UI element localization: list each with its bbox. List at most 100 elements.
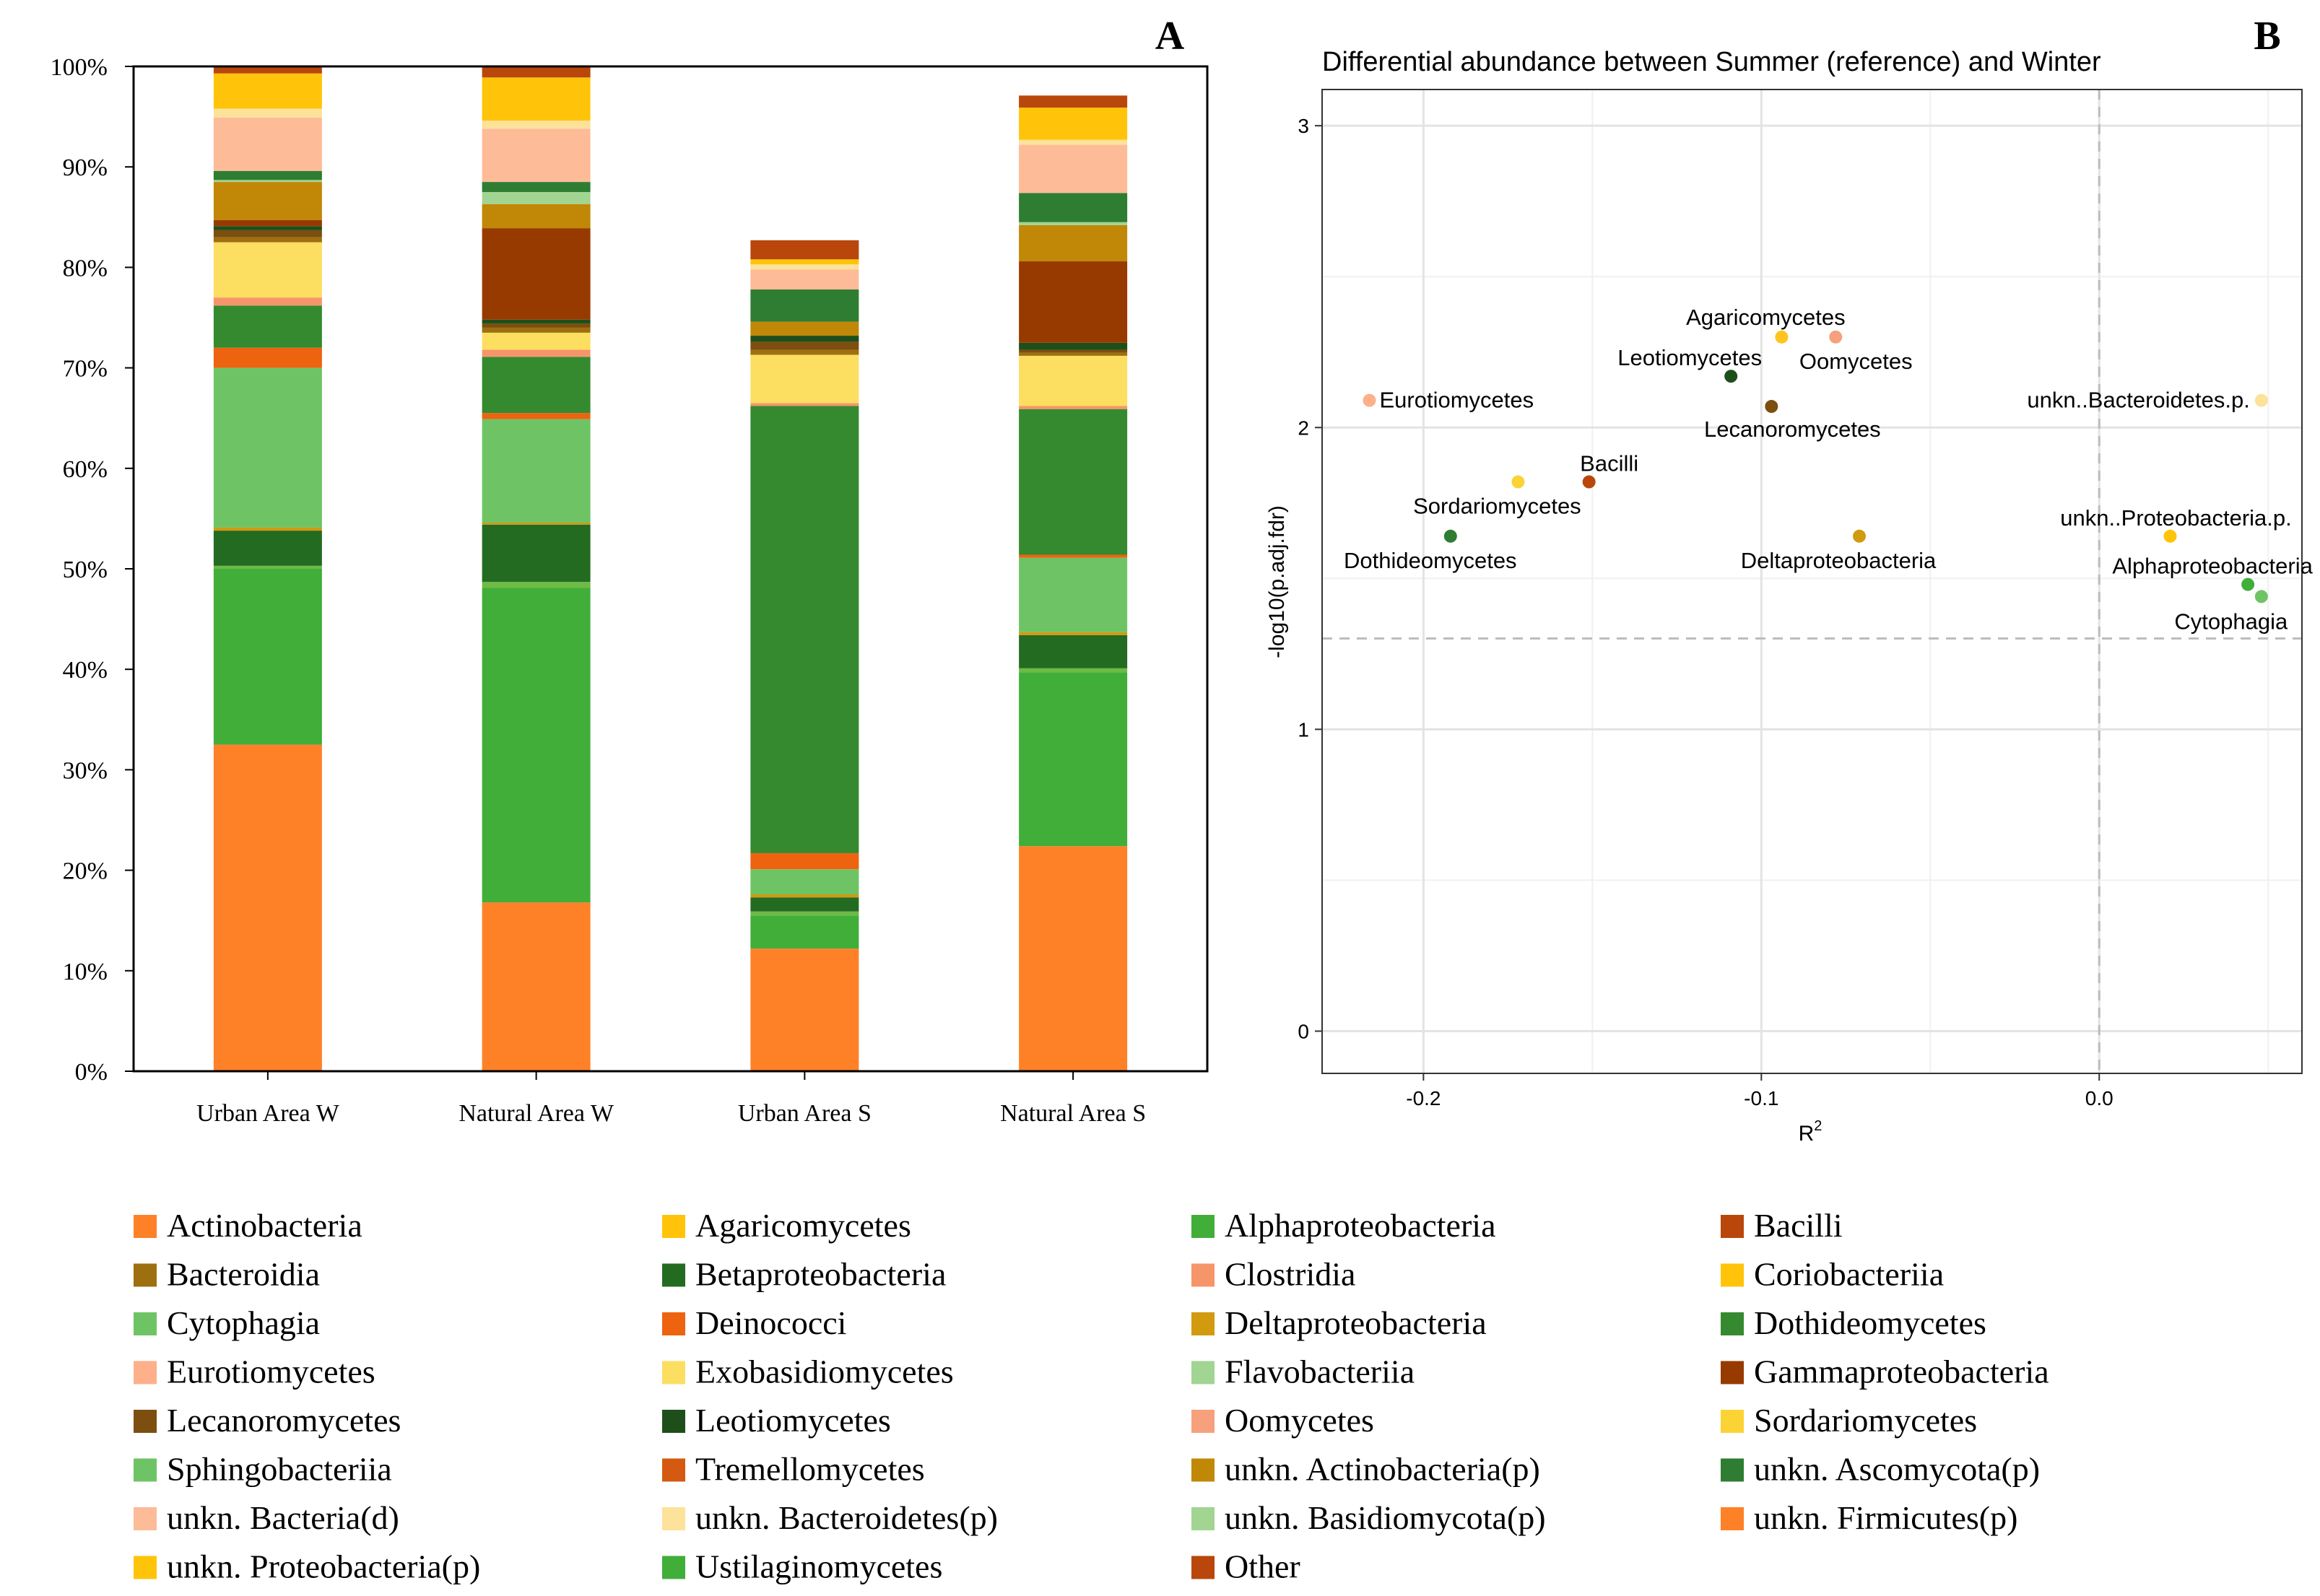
legend-swatch	[134, 1556, 157, 1579]
bar-segment	[1019, 672, 1128, 847]
legend-item-label: Oomycetes	[1225, 1402, 1374, 1439]
scatter-point	[2254, 590, 2268, 603]
panel-a-x-tick-label: Natural Area S	[1000, 1100, 1146, 1127]
bar-segment	[750, 915, 859, 949]
legend-item-label: Bacteroidia	[167, 1256, 320, 1293]
legend-item-label: Other	[1225, 1548, 1300, 1585]
legend-item-label: Deinococci	[695, 1304, 846, 1341]
legend-item-label: Clostridia	[1225, 1256, 1355, 1293]
legend-swatch	[134, 1215, 157, 1238]
bar-segment	[213, 237, 322, 243]
panel-b-y-tick-label: 1	[1298, 718, 1309, 741]
legend-item-label: unkn. Proteobacteria(p)	[167, 1548, 480, 1585]
legend-swatch	[134, 1458, 157, 1482]
legend-swatch	[1191, 1556, 1215, 1579]
bar-segment	[213, 182, 322, 220]
scatter-point	[1363, 393, 1376, 407]
scatter-point-label: Sordariomycetes	[1413, 494, 1581, 519]
panel-b-label: B	[2254, 14, 2280, 58]
bar-segment	[1019, 144, 1128, 193]
scatter-point-label: unkn..Bacteroidetes.p.	[2027, 388, 2249, 413]
legend-swatch	[1721, 1458, 1744, 1482]
scatter-point-label: Lecanoromycetes	[1704, 417, 1881, 442]
legend-item-label: Coriobacteriia	[1754, 1256, 1944, 1293]
scatter-point	[2241, 577, 2255, 591]
bar-segment	[482, 413, 591, 419]
legend-swatch	[1191, 1507, 1215, 1530]
legend: Actinobacteria Agaricomycetes Alphaproteob…	[134, 1207, 2049, 1585]
bar-segment	[750, 321, 859, 336]
legend-swatch	[1721, 1215, 1744, 1238]
scatter-point-label: Cytophagia	[2174, 609, 2288, 634]
scatter-point	[1511, 475, 1525, 489]
panel-a-y-tick-label: 50%	[63, 557, 108, 583]
bar-segment	[213, 569, 322, 745]
bar-segment	[750, 869, 859, 895]
legend-item-label: Betaproteobacteria	[695, 1256, 946, 1293]
panel-b-y-axis-title: -log10(p.adj.fdr)	[1265, 505, 1289, 658]
legend-item-label: Ustilaginomycetes	[695, 1548, 942, 1585]
panel-a-y-axis: 0% 10% 20% 30% 40% 50% 60% 70% 80% 90% 100%	[51, 54, 134, 1086]
scatter-point	[1775, 330, 1789, 344]
bar-segment	[1019, 635, 1128, 668]
bar-segment	[482, 327, 591, 333]
legend-swatch	[1721, 1410, 1744, 1433]
bar-segment	[213, 527, 322, 531]
bar-segment	[213, 744, 322, 1071]
bar-segment	[482, 357, 591, 414]
scatter-point-label: unkn..Proteobacteria.p.	[2060, 505, 2292, 531]
panel-b-points: Eurotiomycetes Agaricomycetes Oomycetes Leo…	[1344, 305, 2314, 635]
panel-a-y-tick-label: 90%	[63, 154, 108, 181]
bar-segment	[750, 336, 859, 342]
legend-swatch	[662, 1507, 685, 1530]
panel-a-y-tick-label: 70%	[63, 356, 108, 383]
bar-segment	[213, 108, 322, 118]
bar-segment	[213, 230, 322, 237]
bar-segment	[750, 341, 859, 350]
bar-segment	[482, 66, 591, 78]
bar-segment	[750, 240, 859, 260]
bar-segment	[750, 264, 859, 270]
legend-swatch	[134, 1410, 157, 1433]
bar-segment	[750, 911, 859, 916]
panel-b-axes: -0.2 -0.1 0.0 0 1 2 3	[1298, 115, 2113, 1109]
bar-segment	[213, 180, 322, 183]
legend-swatch	[1191, 1263, 1215, 1287]
bar-segment	[750, 949, 859, 1071]
bar-segment	[213, 367, 322, 528]
legend-item-label: Eurotiomycetes	[167, 1353, 375, 1390]
bar-segment	[482, 332, 591, 350]
legend-swatch	[1721, 1361, 1744, 1384]
legend-swatch	[1191, 1361, 1215, 1384]
bar-segment	[1019, 557, 1128, 632]
bar-segment	[750, 349, 859, 355]
bar-segment	[482, 204, 591, 229]
bar-segment	[1019, 139, 1128, 145]
bar-segment	[213, 305, 322, 348]
bar-segment	[1019, 554, 1128, 558]
legend-swatch	[134, 1312, 157, 1335]
legend-item-label: Sordariomycetes	[1754, 1402, 1977, 1439]
panel-a-label: A	[1155, 14, 1185, 58]
legend-item-label: Gammaproteobacteria	[1754, 1353, 2049, 1390]
bar-segment	[482, 128, 591, 183]
legend-swatch	[134, 1361, 157, 1384]
bar-segment	[1019, 222, 1128, 225]
bar-segment	[750, 289, 859, 322]
bar-segment	[213, 531, 322, 566]
bar-segment	[213, 347, 322, 368]
legend-item-label: Cytophagia	[167, 1304, 320, 1341]
bar-segment	[213, 117, 322, 171]
bar-segment	[213, 170, 322, 180]
panel-b-y-tick-label: 3	[1298, 115, 1309, 137]
scatter-point	[1582, 475, 1596, 489]
legend-item-label: Agaricomycetes	[695, 1207, 911, 1244]
panel-a-y-tick-label: 10%	[63, 959, 108, 985]
bar-segment	[1019, 846, 1128, 1071]
bar-segment	[482, 182, 591, 192]
bar-segment	[1019, 352, 1128, 356]
panel-a-stacked-bar-chart: 0% 10% 20% 30% 40% 50% 60% 70% 80% 90% 100% Urban …	[51, 14, 1209, 1127]
bar-segment	[482, 192, 591, 204]
legend-item-label: unkn. Bacteroidetes(p)	[695, 1499, 998, 1536]
scatter-point	[1853, 529, 1867, 543]
